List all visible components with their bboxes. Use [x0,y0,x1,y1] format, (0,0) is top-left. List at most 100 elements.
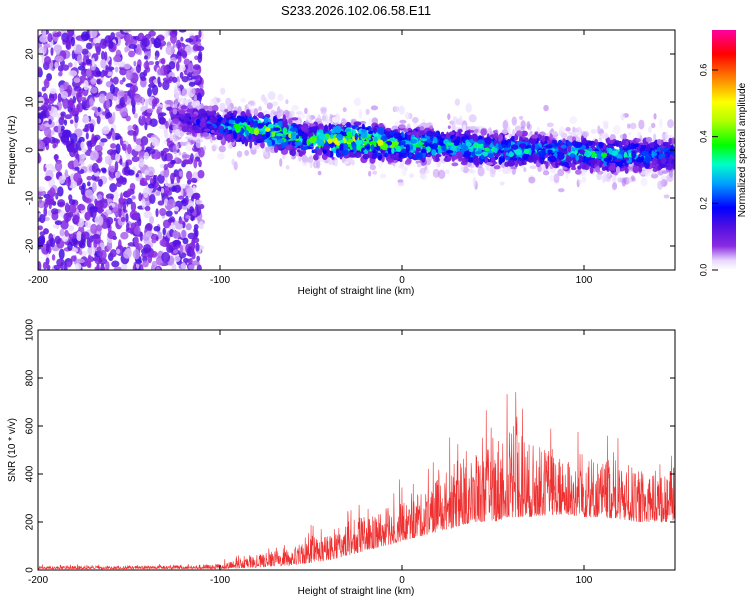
spectrogram-cell [542,170,550,176]
spectrogram-cell [194,129,202,134]
spectrogram-cell [187,232,196,240]
spectrogram-cell [144,200,149,207]
spectrogram-cell [400,145,405,149]
spectrogram-cell [494,147,498,154]
spectrogram-cell [92,182,97,193]
spectrogram-cell [138,217,142,227]
spectrogram-cell [254,141,258,146]
spectrogram-cell [195,242,200,252]
spectrogram-cell [288,110,295,118]
spectrogram-cell [171,186,176,192]
spectrogram-cell [125,115,131,122]
spectrogram-cell [157,76,161,85]
spectrogram-cell [78,136,85,143]
spectrogram-cell [144,122,148,131]
spectrogram-cell [632,165,639,174]
spectrogram-cell [168,76,174,82]
spectrogram-cell [210,129,215,134]
spectrogram-cell [403,128,409,133]
spectrogram-cell [231,127,236,131]
spectrogram-cell [43,127,52,137]
spectrogram-cell [187,62,194,73]
spectrogram-cell [147,183,155,189]
spectrogram-cell [70,36,76,47]
spectrogram-cell [565,156,573,162]
spectrogram-cell [100,59,107,69]
spectrogram-cell [133,60,137,67]
spectrogram-cell [172,108,178,115]
spectrogram-cell [97,206,103,214]
spectrogram-cell [300,146,309,151]
spectrogram-cell [60,111,66,117]
spectrogram-cell [660,145,667,149]
spectrogram-cell [441,144,447,152]
spectrogram-cell [308,137,317,143]
spectrogram-cell [369,140,377,145]
spectrogram-cell [361,123,365,130]
spectrogram-cell [302,132,308,140]
spectrogram-cell [143,151,150,160]
spectrogram-cell [96,115,101,125]
spectrogram-cell [65,138,70,146]
spectrogram-cell [533,156,537,164]
spectrogram-cell [54,235,61,245]
spectrogram-cell [173,249,178,254]
spectrogram-cell [86,58,92,65]
spectrogram-cell [181,137,188,143]
spectrogram-cell [67,30,73,36]
spectrogram-cell [549,132,553,141]
spectrogram-cell [57,124,62,134]
spectrogram-cell [644,155,652,164]
spectrogram-cell [199,203,205,210]
spectrogram-cell [195,100,201,107]
spectrogram-cell [195,118,201,126]
spectrogram-cell [635,138,641,143]
spectrogram-cell [360,130,368,139]
spectrogram-cell [220,105,226,111]
spectrogram-cell [181,97,186,104]
spectrogram-cell [267,139,273,147]
spectrogram-cell [529,165,537,170]
spectrogram-cell [83,79,89,91]
spectrogram-cell [579,149,586,155]
spectrogram-cell [294,140,302,146]
spectrogram-cell [109,165,115,173]
spectrogram-cell [631,150,637,159]
spectrogram-cell [44,175,52,181]
spectrogram-cell [174,255,181,262]
spectrogram-cell [144,66,151,73]
spectrogram-y-tick-label: 0 [25,147,36,153]
spectrogram-cell [186,179,192,185]
spectrogram-cell [177,98,182,103]
spectrogram-cell [109,205,113,210]
spectrogram-cell [86,247,96,256]
spectrogram-cell [411,116,419,124]
snr-y-tick-label: 200 [25,513,36,530]
spectrogram-y-tick-label: -10 [25,190,36,205]
spectrogram-cell [161,251,171,263]
spectrogram-cell [135,173,139,178]
spectrogram-cell [110,154,116,161]
spectrogram-cell [49,237,56,248]
spectrogram-cell [538,150,547,158]
spectrogram-cell [558,130,564,137]
spectrogram-cell [341,118,347,126]
spectrogram-cell [408,153,413,158]
spectrogram-cell [126,143,132,155]
spectrogram-cell [46,264,51,270]
spectrogram-cell [69,133,78,144]
spectrogram-cell [424,143,433,148]
spectrogram-cell [595,151,604,155]
spectrogram-cell [159,239,167,247]
spectrogram-cell [100,138,108,143]
spectrogram-cell [623,157,629,161]
spectrogram-cell [139,264,144,270]
spectrogram-cell [112,111,116,123]
spectrogram-cell [123,249,132,259]
spectrogram-cell [226,105,232,112]
spectrogram-cell [598,141,604,149]
spectrogram-cell [84,198,92,204]
spectrogram-cell [206,111,214,116]
spectrogram-cell [474,150,482,155]
